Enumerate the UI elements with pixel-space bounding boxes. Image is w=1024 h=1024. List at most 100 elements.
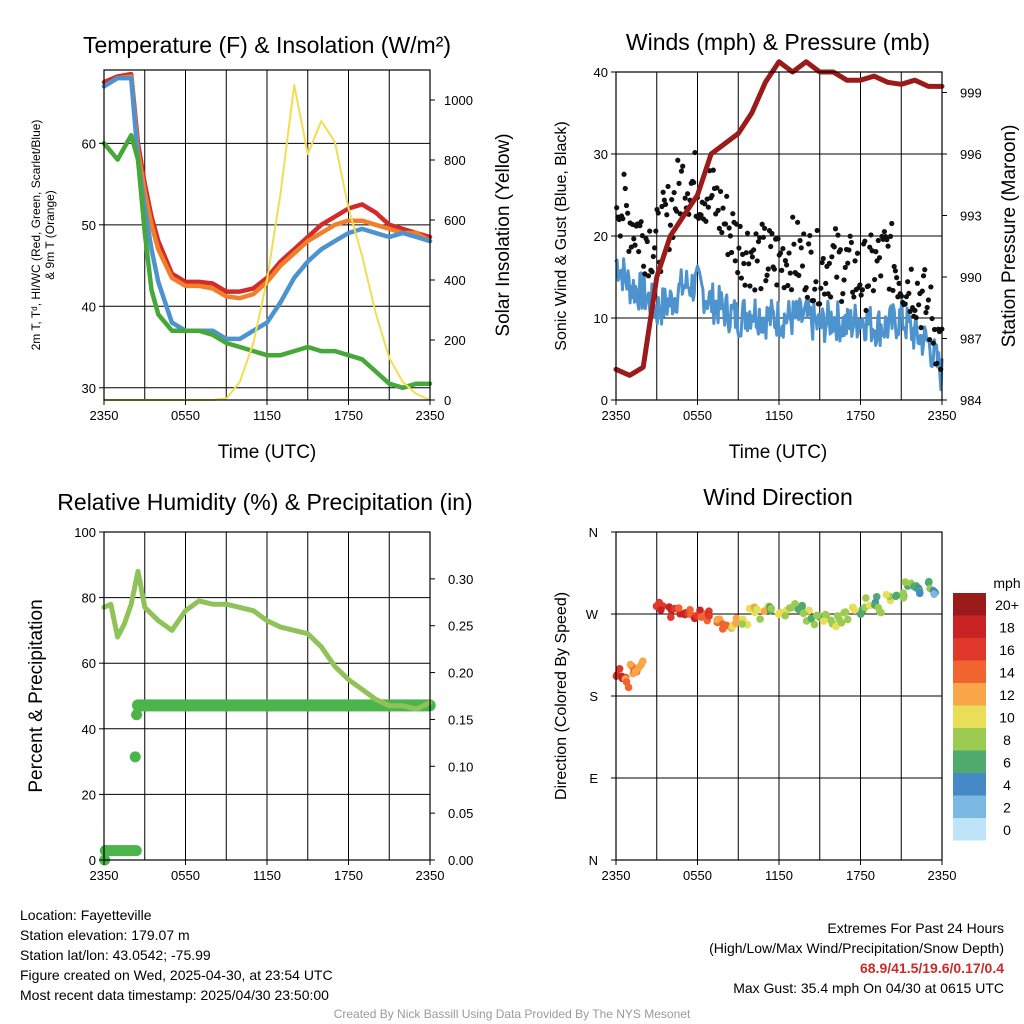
series-station-pressure (613, 59, 945, 378)
temperature-panel: Temperature (F) & Insolation (W/m²) 30 40… (29, 32, 514, 463)
gust-point (676, 180, 682, 186)
gust-point (834, 274, 840, 280)
gust-point (709, 192, 715, 199)
gust-point (661, 197, 667, 203)
gust-point (803, 285, 809, 291)
x-tick-label: 1150 (765, 868, 793, 883)
x-tick-label: 1750 (334, 408, 363, 423)
colorbar-swatch (953, 615, 986, 638)
chart-title: Relative Humidity (%) & Precipitation (i… (57, 489, 472, 515)
gust-point (885, 243, 891, 249)
gust-point (664, 212, 670, 218)
y-axis-label-line1: 2m T, Tᵈ, HI/WC (Red, Green, Scarlet/Blu… (29, 120, 43, 351)
gust-point (650, 253, 656, 260)
gust-point (684, 191, 691, 197)
direction-point (832, 622, 840, 631)
gust-point (818, 285, 824, 291)
gust-point (621, 171, 627, 177)
gust-point (823, 280, 829, 286)
gust-point (887, 233, 894, 239)
colorbar-label: 6 (1003, 755, 1011, 771)
colorbar-label: 18 (999, 620, 1015, 636)
y2-tick-label: 0.15 (448, 712, 473, 727)
y2-tick-label: 990 (960, 270, 982, 285)
x-tick-label: 1750 (846, 408, 875, 423)
direction-point (760, 607, 769, 615)
extremes-title: Extremes For Past 24 Hours (827, 920, 1004, 936)
gust-point (878, 273, 884, 279)
gust-point (639, 233, 645, 239)
y-tick-label: 30 (594, 147, 608, 162)
gust-point (660, 189, 666, 195)
extremes-values: 68.9/41.5/19.6/0.17/0.4 (859, 960, 1004, 976)
gust-point (754, 258, 760, 264)
gust-point (913, 314, 919, 321)
gust-point (814, 227, 820, 234)
gust-point (736, 245, 742, 251)
gust-point (812, 286, 818, 292)
direction-point (705, 612, 713, 620)
gust-point (717, 188, 724, 195)
gust-point (764, 272, 770, 278)
direction-point (882, 590, 891, 599)
gust-point (673, 208, 680, 214)
y-tick-label: E (589, 771, 598, 786)
gust-point (665, 183, 671, 190)
colorbar-label: 20+ (995, 597, 1019, 613)
colorbar-swatch (953, 593, 986, 616)
gust-point (808, 249, 814, 255)
direction-point (810, 620, 819, 629)
station-info: Location: Fayetteville Station elevation… (20, 905, 333, 1005)
gust-point (865, 283, 872, 289)
direction-point (686, 605, 694, 614)
gust-point (868, 232, 874, 238)
y2-axis-label: Station Pressure (Maroon) (999, 125, 1020, 348)
gust-point (750, 247, 757, 253)
location-text: Location: Fayetteville (20, 907, 152, 923)
gust-point (790, 214, 796, 220)
gust-point (757, 234, 763, 241)
direction-point (635, 663, 643, 672)
y-tick-label: 50 (82, 218, 96, 233)
y-tick-label: 0 (89, 853, 96, 868)
direction-point (756, 615, 764, 623)
y-axis-label-line2: & 9m T (Orange) (43, 190, 57, 280)
x-tick-label: 2350 (416, 408, 445, 423)
gust-point (678, 168, 685, 174)
colorbar-label: 0 (1003, 822, 1011, 838)
y-tick-label: 20 (594, 229, 608, 244)
gust-point (705, 204, 711, 210)
gust-point (791, 241, 797, 247)
direction-point (899, 594, 908, 602)
direction-point (925, 577, 933, 586)
gust-point (829, 254, 835, 260)
direction-point (930, 590, 938, 598)
colorbar-label: 2 (1003, 800, 1011, 816)
colorbar-label: 12 (999, 687, 1015, 703)
gust-point (828, 294, 834, 300)
gust-point (638, 219, 644, 225)
y2-tick-label: 993 (960, 209, 982, 224)
x-tick-label: 0550 (171, 868, 200, 883)
gust-point (637, 223, 643, 229)
gust-point (625, 210, 631, 216)
gust-point (653, 228, 659, 234)
gust-point (835, 232, 841, 238)
direction-point (657, 606, 665, 614)
gust-point (722, 221, 729, 227)
gust-point (645, 273, 652, 279)
y-axis-label: Percent & Precipitation (26, 599, 47, 792)
gust-point (839, 298, 845, 305)
gust-point (914, 280, 921, 286)
gust-point (703, 218, 709, 224)
gust-point (787, 270, 793, 276)
latlon-text: Station lat/lon: 43.0542; -75.99 (20, 947, 211, 963)
extremes-subtitle: (High/Low/Max Wind/Precipitation/Snow De… (709, 940, 1004, 956)
gust-point (923, 309, 929, 316)
gust-point (727, 233, 733, 239)
humidity-panel: Relative Humidity (%) & Precipitation (i… (26, 489, 473, 883)
colorbar-swatch (953, 683, 986, 706)
gust-point (777, 250, 784, 256)
gust-point (755, 238, 762, 245)
gust-point (906, 290, 912, 297)
